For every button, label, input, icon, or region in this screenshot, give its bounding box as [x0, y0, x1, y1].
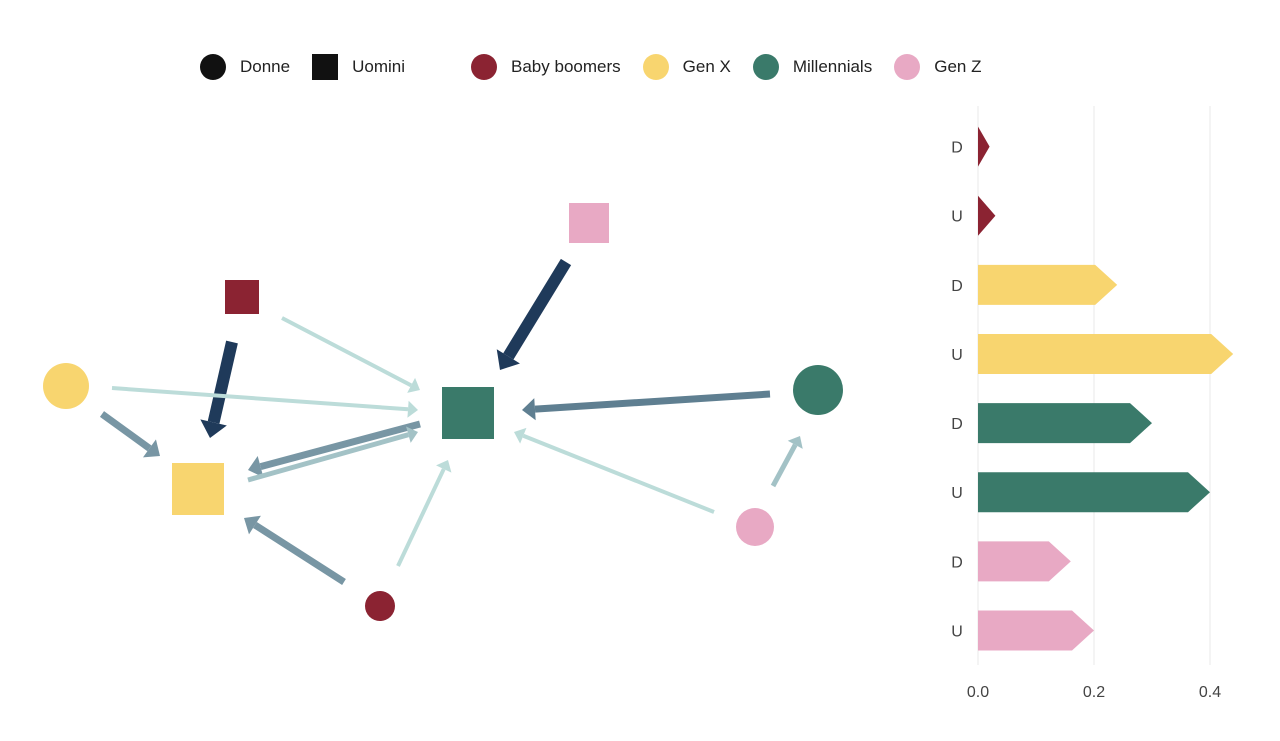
edge-genx-donne-to-millennial-uomini: [111, 386, 409, 412]
bar-gen-z-u: [978, 610, 1094, 651]
node-millennial-donne: [793, 365, 843, 415]
bar-gen-z-d: [978, 541, 1071, 582]
bar-millennials-u: [978, 472, 1210, 513]
edge-arrowhead-boomer-donne-to-millennial-uomini: [436, 460, 452, 473]
category-label: D: [951, 554, 963, 571]
network-edges: [99, 258, 803, 585]
node-boomer-uomini: [225, 280, 259, 314]
edge-genx-uomini-to-millennial-uomini: [247, 432, 410, 483]
node-boomer-donne: [365, 591, 395, 621]
category-label: U: [951, 623, 963, 640]
edge-boomer-donne-to-millennial-uomini: [396, 468, 446, 567]
legend-item-uomini: Uomini: [312, 54, 405, 80]
x-tick-label: 0.4: [1199, 684, 1221, 701]
legend-swatch-gen-x: [642, 54, 669, 80]
edge-genz-donne-to-millennial-uomini: [522, 433, 715, 514]
edge-arrowhead-genx-donne-to-genx-uomini: [142, 439, 160, 458]
legend-label-baby-boomers: Baby boomers: [511, 57, 621, 76]
node-genz-uomini: [569, 203, 609, 243]
legend-item-donne: Donne: [200, 54, 290, 80]
legend: Donne Uomini Baby boomers Gen X Millenni…: [200, 50, 1003, 84]
bar-gen-x-u: [978, 333, 1234, 374]
edge-arrowhead-genz-donne-to-millennial-donne: [787, 436, 803, 449]
legend-swatch-gen-z: [894, 54, 921, 80]
edge-arrowhead-millennial-uomini-to-genx-uomini: [248, 455, 264, 478]
edge-arrowhead-genz-donne-to-millennial-uomini: [514, 427, 527, 444]
edge-arrowhead-genx-uomini-to-millennial-uomini: [406, 426, 418, 443]
edge-arrowhead-millennial-donne-to-millennial-uomini: [522, 398, 536, 421]
legend-label-uomini: Uomini: [352, 57, 406, 76]
node-genx-donne: [43, 363, 89, 409]
edge-genz-donne-to-millennial-donne: [770, 443, 798, 488]
node-millennial-uomini: [442, 387, 494, 439]
edge-arrowhead-genz-uomini-to-millennial-uomini: [496, 349, 520, 370]
edge-genx-donne-to-genx-uomini: [99, 411, 152, 452]
legend-swatch-millennials: [752, 54, 779, 80]
category-label: D: [951, 278, 963, 295]
edge-boomer-donne-to-genx-uomini: [253, 522, 346, 585]
legend-swatch-donne: [200, 54, 226, 80]
network-diagram: [43, 203, 843, 621]
legend-item-millennials: Millennials: [752, 54, 873, 80]
bar-baby-boomers-u: [978, 195, 996, 236]
legend-item-gen-x: Gen X: [642, 54, 731, 80]
x-axis: 0.0 0.2 0.4: [967, 684, 1221, 701]
bar-millennials-d: [978, 403, 1152, 444]
legend-label-gen-z: Gen Z: [934, 57, 982, 76]
legend-item-baby-boomers: Baby boomers: [471, 54, 621, 80]
edge-millennial-donne-to-millennial-uomini: [534, 390, 771, 413]
edge-millennial-uomini-to-genx-uomini: [259, 420, 421, 471]
legend-label-gen-x: Gen X: [682, 57, 731, 76]
edge-arrowhead-boomer-uomini-to-genx-uomini: [200, 419, 227, 438]
category-label: U: [951, 347, 963, 364]
legend-swatch-uomini: [312, 54, 339, 80]
node-genx-uomini: [172, 463, 224, 515]
legend-label-millennials: Millennials: [792, 57, 873, 76]
bar-gen-x-d: [978, 264, 1118, 305]
edge-arrowhead-genx-donne-to-millennial-uomini: [407, 400, 418, 418]
edge-arrowhead-boomer-uomini-to-millennial-uomini: [407, 377, 420, 393]
x-tick-label: 0.2: [1083, 684, 1105, 701]
legend-label-donne: Donne: [240, 57, 291, 76]
x-tick-label: 0.0: [967, 684, 989, 701]
category-label: D: [951, 416, 963, 433]
edge-arrowhead-boomer-donne-to-genx-uomini: [244, 515, 261, 535]
bars: D U D U D U D U: [951, 126, 1234, 651]
category-label: D: [951, 140, 963, 157]
edge-boomer-uomini-to-genx-uomini: [207, 340, 238, 424]
bar-baby-boomers-d: [978, 126, 990, 167]
legend-item-gen-z: Gen Z: [894, 54, 981, 80]
category-label: U: [951, 485, 963, 502]
category-label: U: [951, 209, 963, 226]
legend-swatch-baby-boomers: [471, 54, 498, 80]
node-genz-donne: [736, 508, 774, 546]
edge-genz-uomini-to-millennial-uomini: [503, 258, 572, 360]
edge-boomer-uomini-to-millennial-uomini: [281, 316, 413, 388]
network-nodes: [43, 203, 843, 621]
